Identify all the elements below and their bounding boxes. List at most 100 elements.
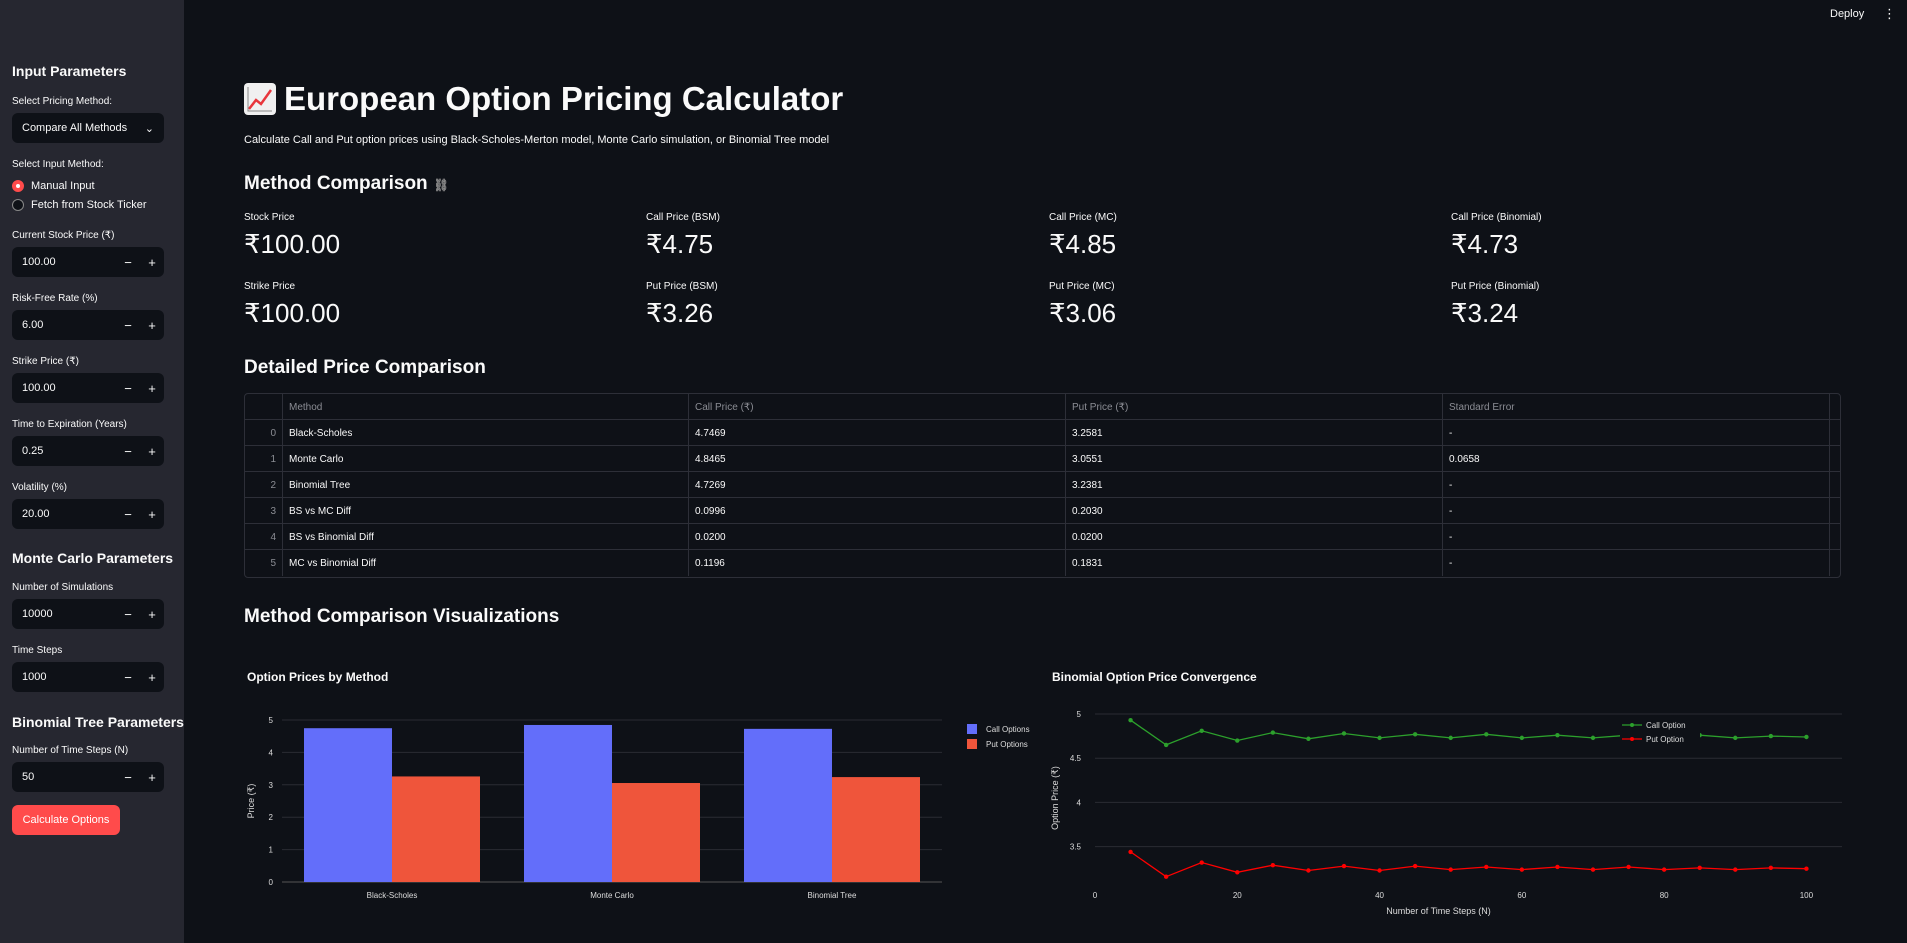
- decrement-button[interactable]: −: [124, 317, 132, 333]
- y-tick-label: 1: [269, 846, 274, 855]
- legend-marker: [1630, 723, 1634, 727]
- cell-call[interactable]: 0.0996: [689, 498, 1066, 524]
- pricing-method-select[interactable]: Compare All Methods ⌄: [12, 113, 164, 143]
- column-header[interactable]: Call Price (₹): [689, 394, 1066, 420]
- increment-button[interactable]: +: [148, 380, 156, 396]
- increment-button[interactable]: +: [148, 506, 156, 522]
- decrement-button[interactable]: −: [124, 254, 132, 270]
- x-tick-label: 40: [1375, 891, 1384, 900]
- bar-chart[interactable]: 0 1 2 3 4 5 Price (₹) Black-Scholes Monte Carlo B…: [240, 700, 1050, 910]
- data-point: [1555, 733, 1560, 738]
- increment-button[interactable]: +: [148, 254, 156, 270]
- decrement-button[interactable]: −: [124, 506, 132, 522]
- strike-price-value[interactable]: 100.00: [22, 382, 56, 394]
- data-point: [1733, 735, 1738, 741]
- radio-manual-input[interactable]: Manual Input: [12, 180, 95, 192]
- comparison-heading-text: Method Comparison: [244, 173, 428, 194]
- decrement-button[interactable]: −: [124, 769, 132, 785]
- table-row[interactable]: 3 BS vs MC Diff 0.0996 0.2030 -: [245, 498, 1840, 524]
- metric-put-binomial: Put Price (Binomial) ₹3.24: [1451, 281, 1539, 329]
- column-header[interactable]: Put Price (₹): [1066, 394, 1443, 420]
- row-index: 0: [245, 420, 283, 446]
- cell-stderr[interactable]: -: [1443, 420, 1830, 446]
- risk-free-input[interactable]: 6.00 − +: [12, 310, 164, 340]
- cell-method[interactable]: Monte Carlo: [283, 446, 689, 472]
- cell-put[interactable]: 0.2030: [1066, 498, 1443, 524]
- page-title: European Option Pricing Calculator: [244, 80, 843, 118]
- cell-stderr[interactable]: 0.0658: [1443, 446, 1830, 472]
- cell-call[interactable]: 4.7469: [689, 420, 1066, 446]
- time-steps-input[interactable]: 1000 − +: [12, 662, 164, 692]
- increment-button[interactable]: +: [148, 443, 156, 459]
- data-point: [1768, 733, 1774, 739]
- column-header[interactable]: Method: [283, 394, 689, 420]
- strike-price-label: Strike Price (₹): [12, 356, 79, 367]
- time-steps-value[interactable]: 1000: [22, 671, 47, 683]
- metric-value: ₹100.00: [244, 229, 341, 259]
- comparison-heading: Method Comparison ⛓: [244, 173, 449, 195]
- deploy-button[interactable]: Deploy: [1830, 8, 1865, 20]
- cell-stderr[interactable]: -: [1443, 498, 1830, 524]
- decrement-button[interactable]: −: [124, 669, 132, 685]
- decrement-button[interactable]: −: [124, 380, 132, 396]
- cell-put[interactable]: 3.2381: [1066, 472, 1443, 498]
- cell-stderr[interactable]: -: [1443, 524, 1830, 550]
- comparison-table[interactable]: Method Call Price (₹) Put Price (₹) Stan…: [244, 393, 1841, 578]
- metric-strike-price: Strike Price ₹100.00: [244, 281, 340, 329]
- radio-fetch-ticker[interactable]: Fetch from Stock Ticker: [12, 199, 147, 211]
- cell-stderr[interactable]: -: [1443, 472, 1830, 498]
- table-row[interactable]: 0 Black-Scholes 4.7469 3.2581 -: [245, 420, 1840, 446]
- volatility-value[interactable]: 20.00: [22, 508, 50, 520]
- table-row[interactable]: 5 MC vs Binomial Diff 0.1196 0.1831 -: [245, 550, 1840, 576]
- expiration-input[interactable]: 0.25 − +: [12, 436, 164, 466]
- cell-stderr[interactable]: -: [1443, 550, 1830, 576]
- table-row[interactable]: 2 Binomial Tree 4.7269 3.2381 -: [245, 472, 1840, 498]
- data-point: [1412, 732, 1418, 737]
- simulations-input[interactable]: 10000 − +: [12, 599, 164, 629]
- cell-put[interactable]: 0.1831: [1066, 550, 1443, 576]
- cell-call[interactable]: 4.7269: [689, 472, 1066, 498]
- cell-method[interactable]: Black-Scholes: [283, 420, 689, 446]
- increment-button[interactable]: +: [148, 317, 156, 333]
- x-tick-label: 100: [1800, 891, 1814, 900]
- table-row[interactable]: 1 Monte Carlo 4.8465 3.0551 0.0658: [245, 446, 1840, 472]
- stock-price-input[interactable]: 100.00 − +: [12, 247, 164, 277]
- cell-call[interactable]: 4.8465: [689, 446, 1066, 472]
- cell-call[interactable]: 0.0200: [689, 524, 1066, 550]
- column-header[interactable]: Standard Error: [1443, 394, 1830, 420]
- binomial-steps-value[interactable]: 50: [22, 771, 35, 783]
- kebab-icon[interactable]: ⋮: [1883, 6, 1896, 21]
- expiration-value[interactable]: 0.25: [22, 445, 44, 457]
- cell-method[interactable]: Binomial Tree: [283, 472, 689, 498]
- decrement-button[interactable]: −: [124, 606, 132, 622]
- increment-button[interactable]: +: [148, 606, 156, 622]
- table-row[interactable]: 4 BS vs Binomial Diff 0.0200 0.0200 -: [245, 524, 1840, 550]
- data-point: [1377, 735, 1382, 741]
- x-axis-label: Number of Time Steps (N): [1386, 906, 1491, 916]
- link-icon[interactable]: ⛓: [433, 178, 449, 192]
- data-point: [1235, 870, 1240, 875]
- strike-price-input[interactable]: 100.00 − +: [12, 373, 164, 403]
- cell-method[interactable]: BS vs Binomial Diff: [283, 524, 689, 550]
- stock-price-value[interactable]: 100.00: [22, 256, 56, 268]
- increment-button[interactable]: +: [148, 769, 156, 785]
- cell-put[interactable]: 3.0551: [1066, 446, 1443, 472]
- cell-put[interactable]: 0.0200: [1066, 524, 1443, 550]
- risk-free-value[interactable]: 6.00: [22, 319, 44, 331]
- cell-method[interactable]: MC vs Binomial Diff: [283, 550, 689, 576]
- cell-call[interactable]: 0.1196: [689, 550, 1066, 576]
- metric-put-bsm: Put Price (BSM) ₹3.26: [646, 281, 718, 329]
- decrement-button[interactable]: −: [124, 443, 132, 459]
- calculate-button[interactable]: Calculate Options: [12, 805, 120, 835]
- line-chart[interactable]: 3.5 4 4.5 5 0 20 40 60 80 100 Option Price (₹) Numb…: [1045, 700, 1845, 925]
- binomial-steps-input[interactable]: 50 − +: [12, 762, 164, 792]
- volatility-input[interactable]: 20.00 − +: [12, 499, 164, 529]
- simulations-value[interactable]: 10000: [22, 608, 53, 620]
- y-tick-label: 3.5: [1070, 843, 1082, 852]
- increment-button[interactable]: +: [148, 669, 156, 685]
- risk-free-label: Risk-Free Rate (%): [12, 293, 98, 304]
- x-tick-label: Monte Carlo: [590, 891, 634, 900]
- cell-put[interactable]: 3.2581: [1066, 420, 1443, 446]
- legend-background: [1620, 730, 1700, 743]
- cell-method[interactable]: BS vs MC Diff: [283, 498, 689, 524]
